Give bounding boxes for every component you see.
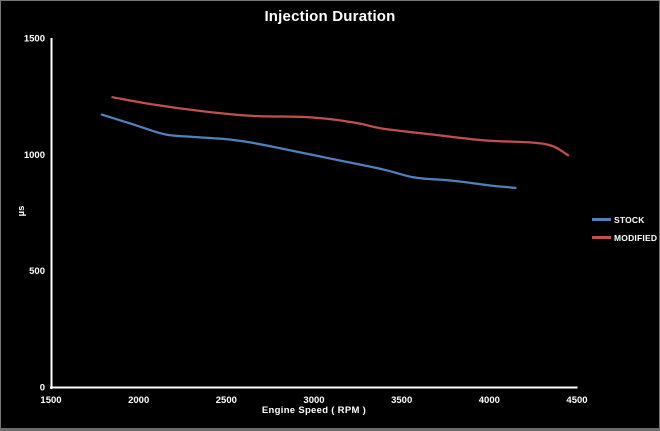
legend-item-stock: STOCK (592, 212, 657, 227)
legend-line-swatch (592, 218, 611, 221)
x-tick-label: 3500 (391, 395, 412, 406)
x-tick-label: 4000 (479, 395, 500, 406)
y-tick-label: 500 (29, 266, 45, 277)
legend: STOCK MODIFIED (592, 212, 657, 248)
legend-label: STOCK (614, 214, 645, 225)
legend-item-modified: MODIFIED (592, 230, 657, 245)
series-line-stock (100, 113, 517, 190)
legend-label: MODIFIED (614, 232, 658, 243)
x-tick-label: 2500 (216, 395, 237, 406)
series-line-modified (111, 96, 570, 157)
y-tick-label: 1500 (24, 34, 45, 45)
chart-title: Injection Duration (264, 8, 396, 25)
x-tick-label: 3000 (303, 395, 324, 406)
x-tick-label: 2000 (128, 395, 149, 406)
legend-line-swatch (592, 236, 611, 239)
y-tick-label: 1000 (24, 150, 45, 161)
x-tick-label: 4500 (566, 395, 587, 406)
y-tick-label: 0 (40, 383, 45, 394)
x-axis-title: Engine Speed ( RPM ) (261, 405, 367, 416)
x-tick-label: 1500 (40, 395, 61, 406)
